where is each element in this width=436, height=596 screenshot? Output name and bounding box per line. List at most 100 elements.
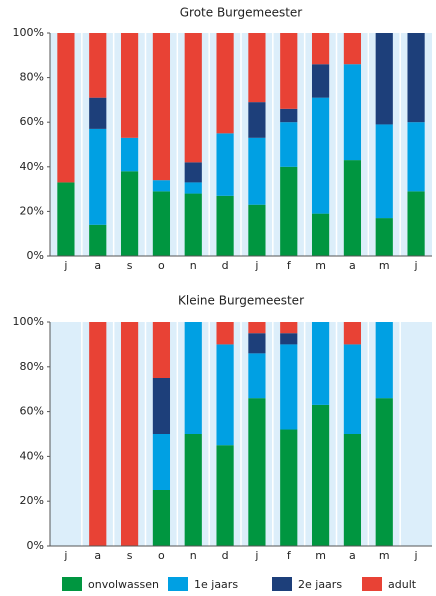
x-tick-label: j: [254, 259, 258, 272]
x-tick-label: n: [190, 549, 197, 562]
x-tick-label: a: [349, 259, 356, 272]
x-tick-label: d: [222, 259, 229, 272]
bar-segment: [280, 33, 298, 109]
y-tick-label: 60%: [20, 115, 44, 128]
bar-segment: [311, 404, 330, 546]
bar-segment: [311, 213, 330, 256]
bar-segment: [343, 344, 362, 434]
bar-segment: [152, 434, 171, 490]
bar-segment: [152, 33, 171, 181]
bar-segment: [184, 322, 202, 434]
chart-title: Kleine Burgemeester: [178, 294, 304, 308]
bar-segment: [152, 322, 171, 378]
legend-swatch: [362, 577, 382, 591]
bar-segment: [152, 180, 171, 192]
bar-segment: [57, 33, 75, 183]
x-tick-label: f: [287, 549, 292, 562]
y-tick-label: 80%: [20, 71, 44, 84]
y-tick-label: 40%: [20, 449, 44, 462]
bar-segment: [311, 33, 330, 65]
bar-segment: [89, 33, 107, 98]
y-tick-label: 0%: [27, 539, 44, 552]
x-tick-label: d: [222, 549, 229, 562]
bar-segment: [120, 322, 139, 546]
bar-segment: [375, 322, 393, 399]
x-tick-label: s: [127, 549, 133, 562]
bar-segment: [216, 445, 234, 546]
y-tick-label: 40%: [20, 160, 44, 173]
bar-segment: [248, 204, 266, 256]
y-tick-label: 20%: [20, 494, 44, 507]
x-tick-label: m: [379, 549, 390, 562]
x-tick-label: m: [315, 259, 326, 272]
legend-swatch: [168, 577, 188, 591]
bar-segment: [216, 322, 234, 345]
legend-label: 1e jaars: [194, 578, 238, 591]
bar-segment: [280, 122, 298, 167]
bar-segment: [89, 224, 107, 256]
bar-segment: [89, 322, 107, 546]
bar-segment: [152, 378, 171, 434]
bar-segment: [343, 33, 362, 65]
chart-title: Grote Burgemeester: [180, 6, 303, 20]
y-tick-label: 100%: [13, 315, 44, 328]
y-tick-label: 100%: [13, 26, 44, 39]
bar-segment: [89, 97, 107, 129]
bar-segment: [407, 122, 425, 192]
bar-segment: [343, 322, 362, 345]
bar-segment: [343, 160, 362, 256]
x-tick-label: m: [315, 549, 326, 562]
bar-segment: [120, 171, 139, 256]
bar-segment: [57, 182, 75, 256]
x-tick-label: f: [287, 259, 292, 272]
bar-segment: [407, 33, 425, 123]
bar-segment: [280, 344, 298, 430]
bar-segment: [216, 195, 234, 256]
bar-segment: [216, 33, 234, 134]
bar-segment: [407, 191, 425, 256]
x-tick-label: j: [63, 259, 67, 272]
x-tick-label: j: [254, 549, 258, 562]
bar-segment: [248, 137, 266, 205]
legend-label: onvolwassen: [88, 578, 159, 591]
bar-segment: [248, 333, 266, 354]
bar-segment: [152, 191, 171, 256]
y-tick-label: 0%: [27, 249, 44, 262]
bar-segment: [184, 162, 202, 183]
x-tick-label: a: [94, 259, 101, 272]
bar-segment: [184, 33, 202, 163]
bar-segment: [184, 434, 202, 546]
bar-segment: [216, 344, 234, 446]
bar-segment: [248, 353, 266, 399]
legend-label: 2e jaars: [298, 578, 342, 591]
x-tick-label: j: [414, 549, 418, 562]
bar-segment: [248, 102, 266, 138]
bar-segment: [152, 490, 171, 546]
bar-segment: [248, 322, 266, 334]
bar-segment: [248, 398, 266, 546]
bar-segment: [216, 133, 234, 196]
bar-segment: [248, 33, 266, 103]
y-tick-label: 60%: [20, 405, 44, 418]
x-tick-label: s: [127, 259, 133, 272]
bar-segment: [343, 64, 362, 161]
bar-segment: [280, 333, 298, 345]
x-tick-label: j: [63, 549, 67, 562]
x-tick-label: o: [158, 259, 165, 272]
x-tick-label: a: [349, 549, 356, 562]
x-tick-label: a: [94, 549, 101, 562]
y-tick-label: 80%: [20, 360, 44, 373]
x-tick-label: j: [414, 259, 418, 272]
bar-segment: [343, 434, 362, 546]
y-tick-label: 20%: [20, 204, 44, 217]
legend-swatch: [272, 577, 292, 591]
x-tick-label: m: [379, 259, 390, 272]
bar-segment: [280, 322, 298, 334]
bar-segment: [375, 124, 393, 219]
bar-segment: [375, 33, 393, 125]
bar-segment: [89, 128, 107, 225]
bar-segment: [120, 33, 139, 138]
x-tick-label: n: [190, 259, 197, 272]
bar-segment: [280, 429, 298, 546]
x-tick-label: o: [158, 549, 165, 562]
